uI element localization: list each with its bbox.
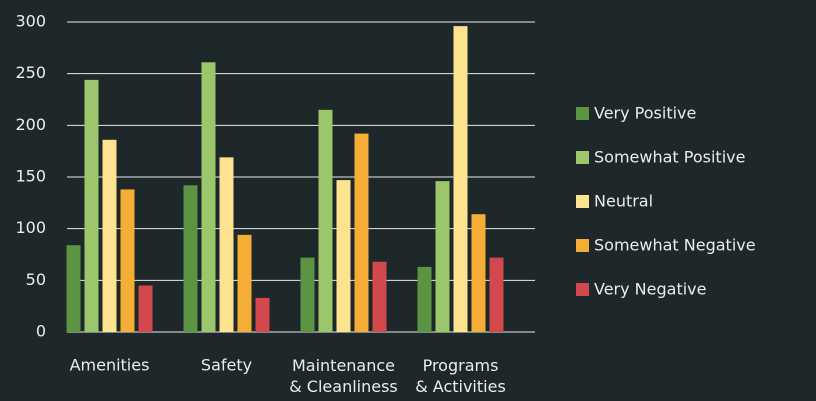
y-tick-label: 200 <box>15 115 46 134</box>
bar <box>183 185 198 332</box>
legend-label: Very Positive <box>594 104 696 123</box>
bar <box>417 266 432 332</box>
y-tick-label: 300 <box>15 12 46 31</box>
legend-swatch <box>576 283 589 296</box>
legend-label: Very Negative <box>594 280 706 299</box>
y-tick-label: 150 <box>15 167 46 186</box>
y-tick-label: 50 <box>26 270 46 289</box>
bar <box>219 157 234 332</box>
bar <box>300 257 315 332</box>
legend-swatch <box>576 151 589 164</box>
bar <box>120 189 135 332</box>
bar <box>201 62 216 333</box>
bar <box>84 79 99 332</box>
x-tick-label: Programs & Activities <box>415 356 506 396</box>
legend-swatch <box>576 239 589 252</box>
bar <box>336 180 351 332</box>
x-tick-label: Maintenance & Cleanliness <box>289 356 398 396</box>
bar <box>372 261 387 332</box>
bar <box>453 26 468 333</box>
bar <box>318 109 333 332</box>
bar <box>255 297 270 332</box>
legend-swatch <box>576 195 589 208</box>
y-tick-label: 100 <box>15 218 46 237</box>
x-tick-label: Amenities <box>70 356 150 375</box>
bar <box>471 214 486 332</box>
bar <box>102 139 117 332</box>
bar <box>237 234 252 332</box>
bar <box>435 181 450 332</box>
legend-label: Neutral <box>594 192 653 211</box>
bar <box>138 285 153 332</box>
y-tick-label: 250 <box>15 63 46 82</box>
y-tick-label: 0 <box>36 322 46 341</box>
bar <box>489 257 504 332</box>
legend-swatch <box>576 107 589 120</box>
legend-label: Somewhat Positive <box>594 148 745 167</box>
x-tick-label: Safety <box>201 356 252 375</box>
bar <box>354 133 369 332</box>
bar <box>66 245 81 332</box>
legend-label: Somewhat Negative <box>594 236 756 255</box>
